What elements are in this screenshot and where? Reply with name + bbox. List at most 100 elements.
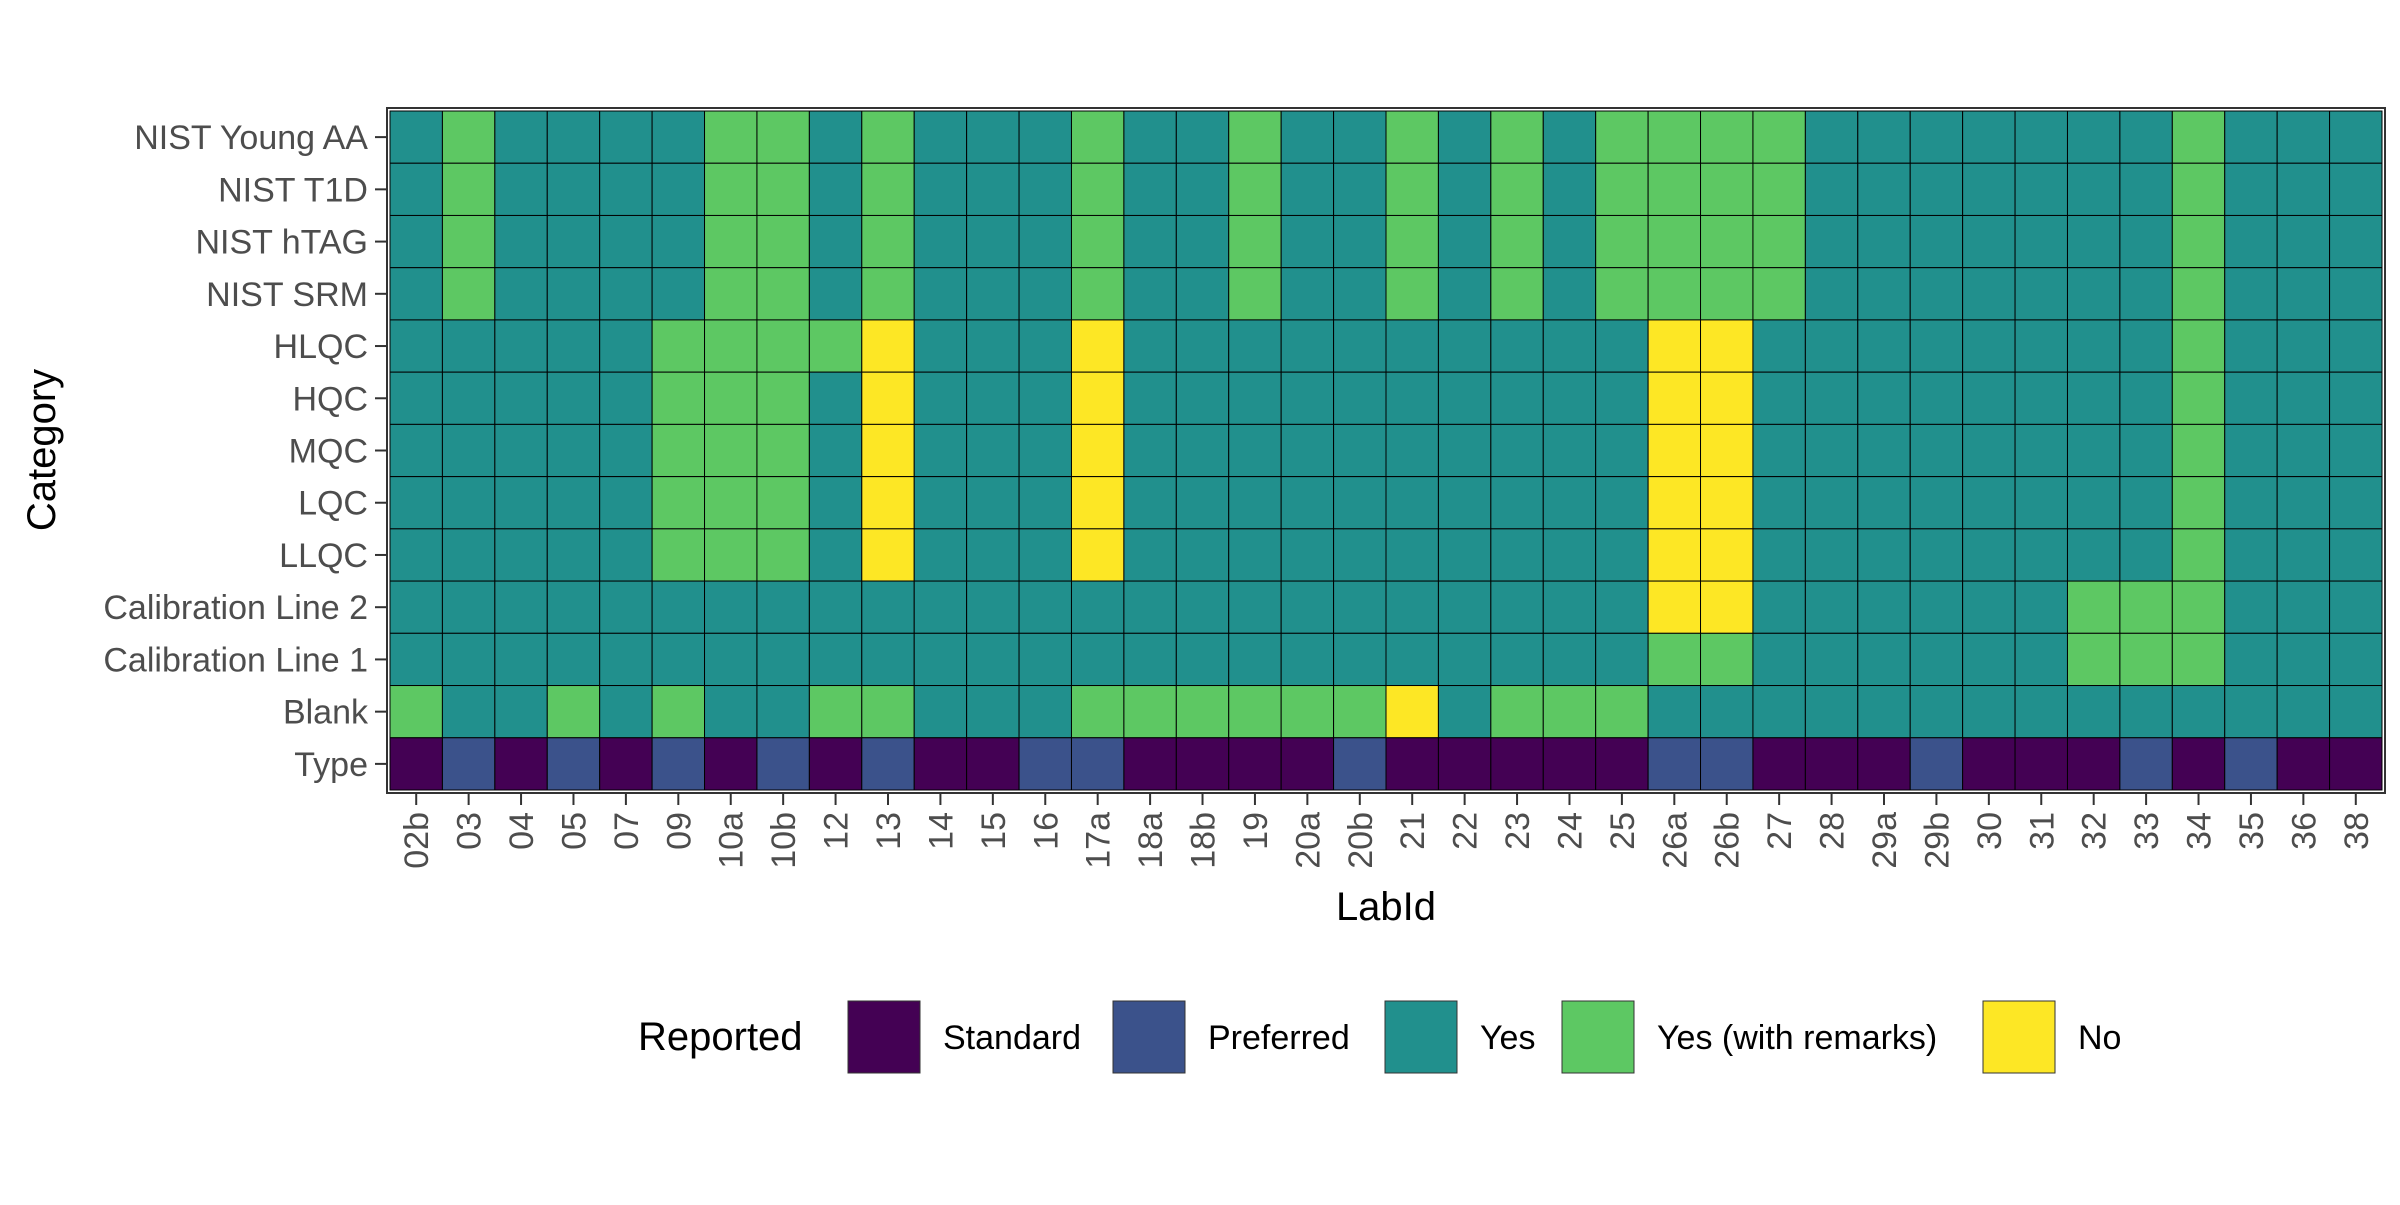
heatmap-cell (1437, 214, 1492, 269)
x-tick-label: 13 (870, 812, 908, 850)
heatmap-cell (1752, 319, 1806, 373)
heatmap-cell (861, 476, 915, 530)
heatmap-cell (1333, 685, 1387, 739)
heatmap-cell (1175, 528, 1230, 582)
heatmap-cell (1804, 580, 1859, 634)
heatmap-cell (441, 528, 496, 582)
heatmap-cell (1070, 423, 1125, 478)
heatmap-cell (1228, 110, 1282, 164)
x-tick-label: 12 (818, 812, 856, 850)
x-axis-title: LabId (1336, 885, 1436, 929)
heatmap-cell (861, 371, 915, 425)
x-tick-label: 20a (1289, 812, 1327, 869)
y-axis: NIST Young AA NIST T1D NIST hTAG NIST SRM HL… (103, 119, 387, 784)
x-tick-label: 16 (1027, 812, 1065, 850)
heatmap-cell (2329, 476, 2383, 530)
heatmap-cell (1333, 110, 1387, 164)
heatmap-cell (2014, 528, 2068, 582)
heatmap-cell (1490, 371, 1544, 425)
x-tick-label: 10a (713, 812, 751, 869)
x-tick-label: 10b (765, 812, 803, 869)
heatmap-cell (1909, 423, 1964, 478)
heatmap-cell (1857, 632, 1911, 687)
heatmap-cell (1437, 267, 1492, 321)
heatmap-cell (1857, 110, 1911, 164)
heatmap-cell (1595, 319, 1649, 373)
heatmap-cell (2329, 214, 2383, 269)
heatmap-cell (2066, 632, 2121, 687)
heatmap-cell (546, 423, 601, 478)
heatmap-cell (808, 110, 863, 164)
heatmap-cell (1280, 476, 1335, 530)
heatmap-cell (756, 319, 810, 373)
heatmap-cell (1490, 110, 1544, 164)
legend-key (1384, 1000, 1458, 1074)
heatmap-cell (2119, 214, 2173, 269)
heatmap-cell (1018, 423, 1072, 478)
heatmap-cell (1437, 476, 1492, 530)
heatmap-cell (1228, 267, 1282, 321)
heatmap-cell (1070, 162, 1125, 216)
legend-label: Yes (with remarks) (1657, 1019, 1937, 1057)
heatmap-cell (1070, 685, 1125, 739)
x-tick-label: 21 (1394, 812, 1432, 850)
x-tick-label: 22 (1447, 812, 1485, 850)
heatmap-cell (1175, 371, 1230, 425)
heatmap-cell (1700, 632, 1754, 687)
heatmap-cell (808, 685, 863, 739)
heatmap-cell (808, 737, 863, 791)
heatmap-cell (1175, 737, 1230, 791)
heatmap-cell (861, 423, 915, 478)
heatmap-cell (2119, 319, 2173, 373)
heatmap-cell (546, 371, 601, 425)
heatmap-cell (651, 319, 706, 373)
y-tick-label: Blank (283, 694, 369, 732)
heatmap-cell (1437, 371, 1492, 425)
heatmap-cell (546, 528, 601, 582)
heatmap-cell (1647, 267, 1702, 321)
heatmap-cell (599, 371, 653, 425)
heatmap-cell (1490, 737, 1544, 791)
heatmap-cell (2119, 528, 2173, 582)
heatmap-cell (2329, 580, 2383, 634)
heatmap-cell (2066, 528, 2121, 582)
heatmap-cell (2224, 528, 2278, 582)
x-tick-label: 28 (1814, 812, 1852, 850)
x-tick-label: 14 (922, 812, 960, 850)
heatmap-cell (808, 267, 863, 321)
heatmap-cell (2224, 685, 2278, 739)
heatmap-cell (704, 476, 758, 530)
heatmap-cell (1752, 737, 1806, 791)
heatmap-cell (1333, 423, 1387, 478)
heatmap-cell (1700, 423, 1754, 478)
heatmap-cell (1123, 110, 1177, 164)
heatmap-cell (1228, 214, 1282, 269)
heatmap-cell (599, 423, 653, 478)
heatmap-cell (1542, 371, 1597, 425)
heatmap-cell (1647, 214, 1702, 269)
heatmap-cell (704, 162, 758, 216)
heatmap-cell (1909, 737, 1964, 791)
heatmap-cell (1700, 580, 1754, 634)
heatmap-cell (1647, 110, 1702, 164)
heatmap-cell (1962, 214, 2016, 269)
heatmap-cell (2224, 267, 2278, 321)
heatmap-cell (2276, 267, 2331, 321)
legend-key (1561, 1000, 1635, 1074)
heatmap-cell (651, 528, 706, 582)
heatmap-cell (1752, 162, 1806, 216)
heatmap-cell (1070, 580, 1125, 634)
heatmap-cell (1647, 162, 1702, 216)
heatmap-cell (913, 580, 968, 634)
heatmap-cell (441, 476, 496, 530)
y-tick-label: NIST Young AA (134, 119, 368, 157)
heatmap-cell (1228, 528, 1282, 582)
heatmap-cell (494, 737, 548, 791)
heatmap-cell (494, 267, 548, 321)
heatmap-cell (546, 476, 601, 530)
heatmap-cell (966, 110, 1020, 164)
heatmap-cell (1804, 476, 1859, 530)
heatmap-cell (1804, 737, 1859, 791)
heatmap-cell (1595, 632, 1649, 687)
heatmap-cell (756, 110, 810, 164)
